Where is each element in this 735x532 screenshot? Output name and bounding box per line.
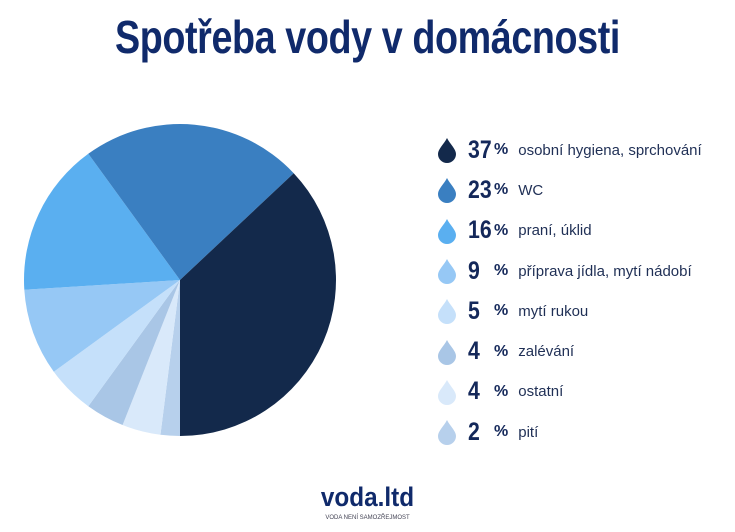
legend-percent: 23 xyxy=(468,175,492,204)
pie-slice xyxy=(160,280,180,436)
legend-label: příprava jídla, mytí nádobí xyxy=(518,262,692,280)
pie-slice xyxy=(53,280,180,407)
tagline: VODA NENÍ SAMOZŘEJMOST xyxy=(325,515,410,521)
legend-label: pití xyxy=(518,423,539,441)
legend-percent: 4 xyxy=(468,377,480,406)
pie-slice xyxy=(122,280,180,435)
legend-percent: 2 xyxy=(468,417,480,446)
pie-chart xyxy=(24,123,337,436)
legend-label: praní, úklid xyxy=(518,222,592,240)
legend-label: ostatní xyxy=(518,383,564,401)
legend-item: 4% zalévání xyxy=(436,331,702,371)
legend-item: 23% WC xyxy=(436,170,702,210)
legend-percent: 4 xyxy=(468,337,480,366)
legend-item: 9% příprava jídla, mytí nádobí xyxy=(436,251,702,291)
water-drop-icon xyxy=(438,339,456,365)
legend-label: zalévání xyxy=(518,343,575,361)
water-drop-icon xyxy=(438,259,456,285)
percent-sign: % xyxy=(494,302,509,320)
pie-slice xyxy=(24,153,181,290)
pie-slice xyxy=(180,173,337,436)
percent-sign: % xyxy=(494,382,509,400)
percent-sign: % xyxy=(494,262,509,280)
legend-label: mytí rukou xyxy=(518,302,589,320)
percent-sign: % xyxy=(494,181,509,199)
percent-sign: % xyxy=(494,423,509,441)
percent-sign: % xyxy=(494,221,509,239)
pie-slice xyxy=(88,280,180,426)
water-drop-icon xyxy=(438,299,456,325)
pie-slice xyxy=(24,280,180,372)
percent-sign: % xyxy=(494,141,509,159)
legend-percent: 5 xyxy=(468,296,480,325)
legend-percent: 37 xyxy=(468,135,492,164)
chart-title: Spotřeba vody v domácnosti xyxy=(115,11,620,63)
legend-item: 16% praní, úklid xyxy=(436,211,702,251)
legend-item: 5% mytí rukou xyxy=(436,291,702,331)
legend-percent: 9 xyxy=(468,256,480,285)
legend-item: 37% osobní hygiena, sprchování xyxy=(436,130,702,170)
pie-slice xyxy=(88,123,294,281)
legend: 37% osobní hygiena, sprchování 23% WC 16% pra… xyxy=(436,130,702,452)
water-drop-icon xyxy=(438,178,456,204)
legend-percent: 16 xyxy=(468,216,492,245)
water-drop-icon xyxy=(438,420,456,446)
legend-item: 4% ostatní xyxy=(436,372,702,412)
water-drop-icon xyxy=(438,218,456,244)
water-drop-icon xyxy=(438,379,456,405)
legend-label: WC xyxy=(518,181,544,199)
water-drop-icon xyxy=(438,138,456,164)
percent-sign: % xyxy=(494,342,509,360)
legend-label: osobní hygiena, sprchování xyxy=(518,141,702,159)
legend-item: 2% pití xyxy=(436,412,702,452)
logo: voda.ltd xyxy=(320,482,415,512)
